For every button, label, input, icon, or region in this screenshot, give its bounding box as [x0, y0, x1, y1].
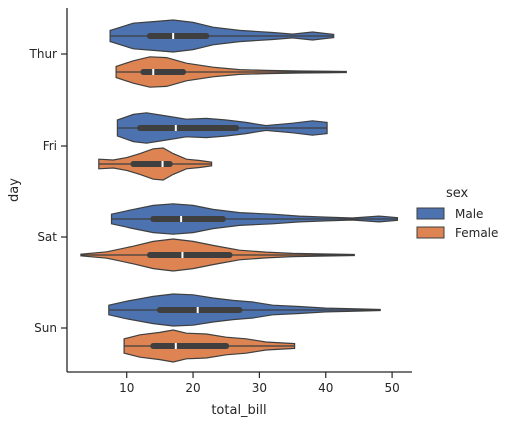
violin-female-sun — [123, 329, 296, 363]
violin-male-sat — [110, 203, 398, 235]
x-tick-label: 10 — [119, 381, 134, 395]
x-tick-label: 30 — [252, 381, 267, 395]
violin-male-sun — [108, 293, 381, 327]
x-axis: 10 20 30 40 50 — [67, 371, 412, 395]
y-tick-label: Sun — [34, 321, 57, 335]
legend-label-female: Female — [455, 226, 498, 240]
legend-label-male: Male — [455, 207, 483, 221]
violin-female-thur — [115, 56, 347, 88]
y-tick-label: Fri — [43, 139, 57, 153]
y-axis-label: day — [7, 178, 22, 202]
violin-female-sat — [80, 238, 355, 272]
y-axis: Thur Fri Sat Sun — [29, 8, 68, 372]
legend: sex Male Female — [416, 186, 498, 240]
x-tick-label: 20 — [185, 381, 200, 395]
violin-female-fri — [98, 147, 213, 181]
legend-swatch-female — [416, 226, 445, 239]
legend-swatch-male — [416, 207, 445, 220]
x-tick-label: 50 — [384, 381, 399, 395]
violin-layer — [80, 19, 398, 363]
x-tick-label: 40 — [318, 381, 333, 395]
x-axis-label: total_bill — [211, 403, 266, 418]
legend-title: sex — [446, 186, 469, 201]
violin-male-fri — [116, 112, 328, 144]
y-tick-label: Sat — [37, 230, 57, 244]
y-tick-label: Thur — [29, 47, 58, 61]
violin-male-thur — [109, 19, 335, 53]
